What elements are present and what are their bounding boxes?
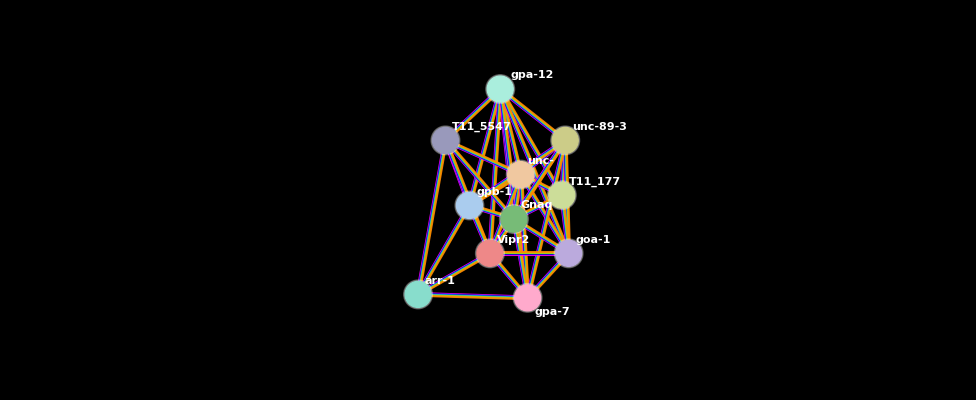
Circle shape: [549, 182, 575, 208]
Circle shape: [513, 284, 542, 312]
Circle shape: [404, 280, 432, 309]
Text: Gnaq: Gnaq: [521, 200, 553, 210]
Circle shape: [548, 181, 576, 210]
Text: gpa-12: gpa-12: [510, 70, 553, 80]
Circle shape: [475, 239, 505, 268]
Circle shape: [493, 81, 508, 97]
Circle shape: [482, 246, 498, 261]
Circle shape: [554, 239, 583, 268]
Circle shape: [457, 192, 482, 218]
Text: Vipr2: Vipr2: [497, 235, 530, 245]
Circle shape: [410, 286, 426, 302]
Circle shape: [513, 167, 529, 182]
Circle shape: [507, 160, 535, 189]
Circle shape: [437, 132, 453, 148]
Circle shape: [507, 211, 522, 227]
Circle shape: [520, 290, 536, 306]
Circle shape: [431, 126, 460, 155]
Circle shape: [508, 162, 534, 188]
Circle shape: [432, 127, 459, 154]
Circle shape: [554, 187, 570, 203]
Circle shape: [555, 240, 582, 266]
Circle shape: [550, 126, 580, 155]
Text: unc-89-3: unc-89-3: [572, 122, 627, 132]
Text: gpa-7: gpa-7: [535, 306, 570, 316]
Circle shape: [514, 285, 541, 311]
Text: gpb-1: gpb-1: [476, 187, 512, 197]
Circle shape: [477, 240, 503, 266]
Circle shape: [486, 75, 514, 104]
Circle shape: [455, 191, 484, 220]
Circle shape: [557, 132, 573, 148]
Circle shape: [500, 205, 528, 234]
Text: unc-: unc-: [528, 156, 554, 166]
Text: arr-1: arr-1: [425, 276, 456, 286]
Text: T11_177: T11_177: [569, 176, 621, 186]
Circle shape: [462, 198, 477, 213]
Circle shape: [405, 281, 431, 308]
Circle shape: [561, 246, 577, 261]
Circle shape: [487, 76, 513, 102]
Text: T11_5547: T11_5547: [452, 122, 512, 132]
Text: goa-1: goa-1: [576, 235, 611, 245]
Circle shape: [501, 206, 527, 232]
Circle shape: [552, 127, 578, 154]
